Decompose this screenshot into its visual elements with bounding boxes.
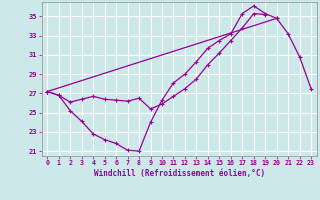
X-axis label: Windchill (Refroidissement éolien,°C): Windchill (Refroidissement éolien,°C) — [94, 169, 265, 178]
